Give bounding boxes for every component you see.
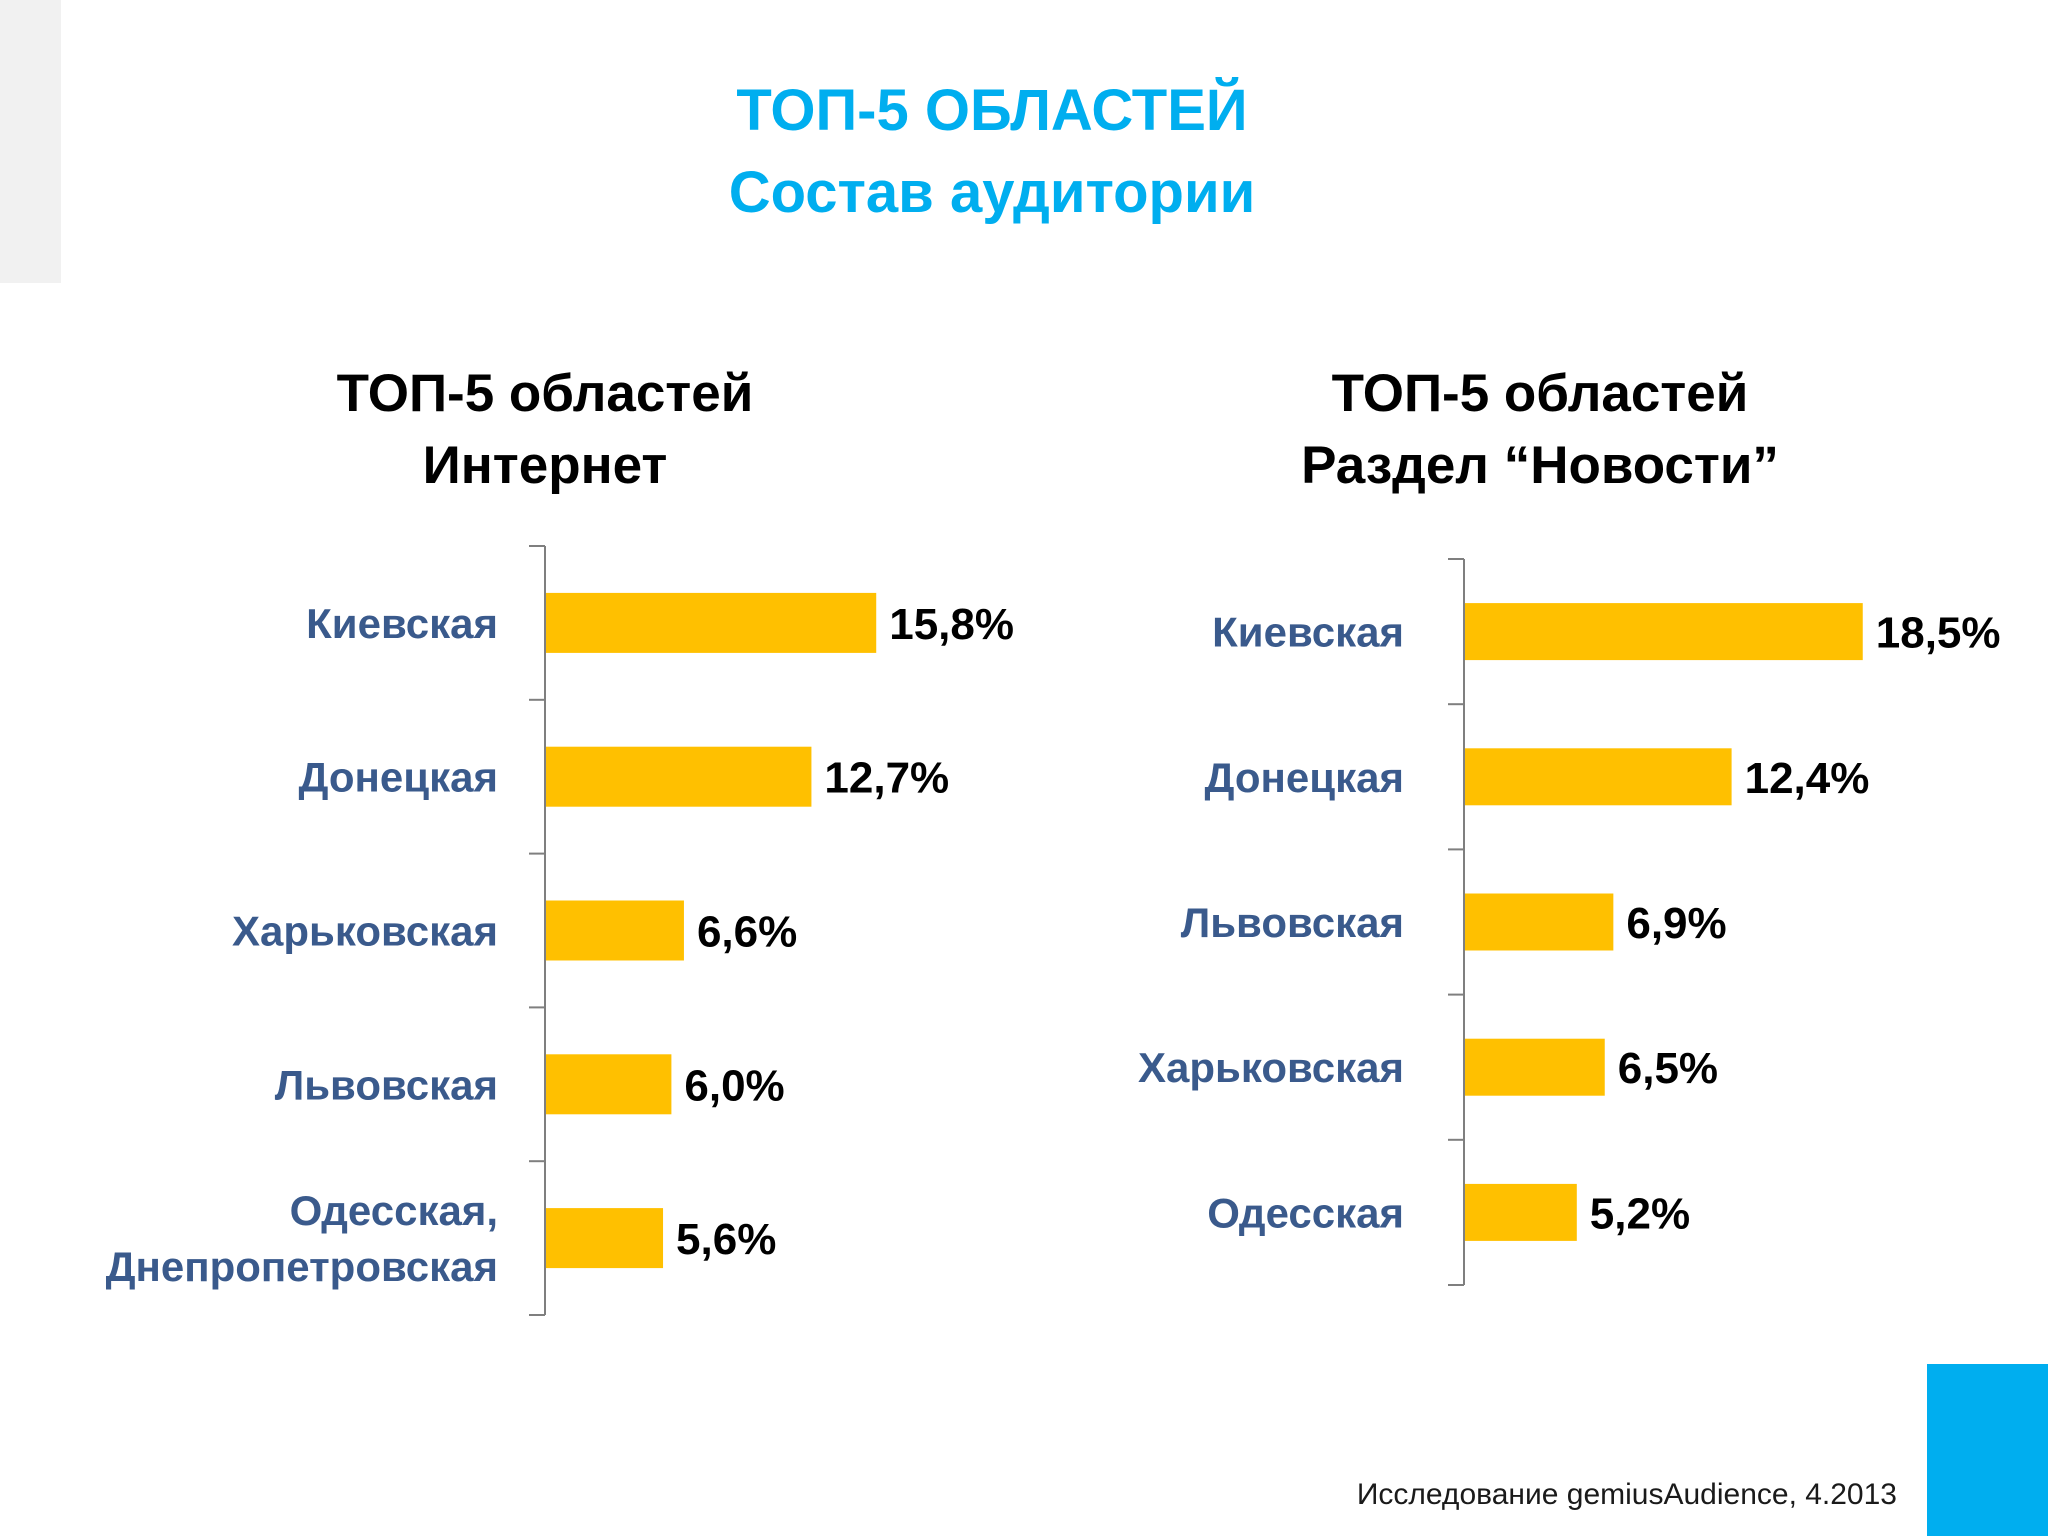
value-label: 6,5% (1618, 1044, 1718, 1093)
bar (546, 1054, 672, 1115)
value-label: 5,2% (1590, 1189, 1690, 1238)
right-chart-title-line2: Раздел “Новости” (1301, 436, 1779, 495)
value-label: 6,0% (684, 1061, 784, 1110)
source-note: Исследование gemiusAudience, 4.2013 (1356, 1478, 1897, 1511)
value-label: 5,6% (676, 1215, 776, 1264)
category-label: Донецкая (1204, 754, 1404, 801)
bar (1465, 1183, 1577, 1241)
page-title: ТОП-5 ОБЛАСТЕЙ (736, 78, 1248, 143)
bar (546, 746, 812, 807)
category-label: Львовская (1181, 899, 1404, 946)
right-chart-title-line1: ТОП-5 областей (1331, 364, 1749, 423)
left-chart-title-line1: ТОП-5 областей (336, 364, 754, 423)
bar (1465, 1038, 1605, 1096)
page-subtitle: Состав аудитории (728, 160, 1256, 225)
bar (1465, 603, 1863, 661)
bar (546, 900, 684, 961)
corner-accent (1927, 1364, 2048, 1536)
left-chart-title-line2: Интернет (422, 436, 668, 495)
value-label: 12,7% (824, 754, 949, 803)
value-label: 6,6% (697, 908, 797, 957)
category-label: Киевская (1212, 609, 1404, 656)
value-label: 12,4% (1745, 754, 1870, 803)
bar (546, 1208, 664, 1269)
value-label: 6,9% (1626, 899, 1726, 948)
category-label: Киевская (306, 600, 498, 647)
bar (546, 592, 877, 653)
category-label: Львовская (275, 1061, 498, 1108)
left-chart-title: ТОП-5 областей Интернет (245, 358, 845, 502)
value-label: 18,5% (1876, 609, 2001, 658)
left-chart: 15,8% Киевская 12,7% Донецкая 6,6% Харьковска… (106, 545, 1014, 1316)
category-label: Одесская, (290, 1187, 498, 1234)
category-label: Харьковская (1138, 1044, 1404, 1091)
category-label: Харьковская (232, 908, 498, 955)
category-label: Днепропетровская (106, 1243, 498, 1290)
right-chart: 18,5% Киевская 12,4% Донецкая 6,9% Львовская 6… (1138, 558, 2001, 1286)
bar (1465, 748, 1732, 806)
category-label: Донецкая (298, 754, 498, 801)
right-chart-title: ТОП-5 областей Раздел “Новости” (1240, 358, 1840, 502)
category-label: Одесская (1207, 1189, 1404, 1236)
value-label: 15,8% (889, 600, 1014, 649)
bar (1465, 893, 1614, 951)
corner-block (0, 0, 61, 283)
